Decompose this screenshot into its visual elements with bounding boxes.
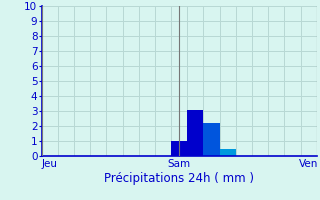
Bar [204, 123, 220, 156]
Bar [187, 110, 204, 156]
Bar [171, 141, 187, 156]
X-axis label: Précipitations 24h ( mm ): Précipitations 24h ( mm ) [104, 172, 254, 185]
Bar [220, 148, 236, 156]
